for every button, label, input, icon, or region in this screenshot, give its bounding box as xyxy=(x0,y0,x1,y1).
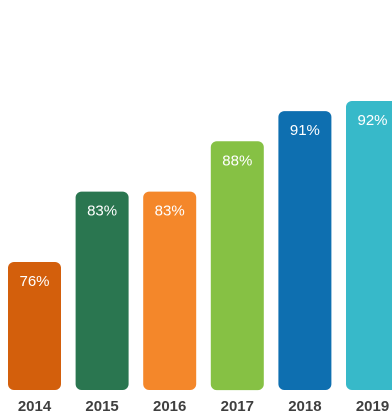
bars-group xyxy=(8,101,392,391)
x-tick-label-2017: 2017 xyxy=(221,398,254,415)
bar-2018 xyxy=(278,111,332,390)
bar-2015 xyxy=(75,191,129,390)
bar-value-label-2016: 83% xyxy=(155,203,185,220)
bar-value-label-2014: 76% xyxy=(19,273,49,290)
bar-2019 xyxy=(346,101,392,390)
x-tick-label-2018: 2018 xyxy=(288,398,321,415)
x-tick-label-2019: 2019 xyxy=(356,398,389,415)
x-tick-labels-group: 2014 2015 2016 2017 2018 2019 xyxy=(18,398,389,415)
bar-value-label-2019: 92% xyxy=(357,112,387,129)
x-tick-label-2016: 2016 xyxy=(153,398,186,415)
x-tick-label-2015: 2015 xyxy=(85,398,118,415)
x-tick-label-2014: 2014 xyxy=(18,398,52,415)
bar-value-label-2017: 88% xyxy=(222,152,252,169)
bar-2017 xyxy=(210,141,264,391)
value-labels-group: 76% 83% 83% 88% 91% 92% xyxy=(19,112,387,290)
bar-2016 xyxy=(143,191,197,390)
bar-value-label-2018: 91% xyxy=(290,122,320,139)
bar-value-label-2015: 83% xyxy=(87,203,117,220)
bar-2014 xyxy=(8,262,61,390)
